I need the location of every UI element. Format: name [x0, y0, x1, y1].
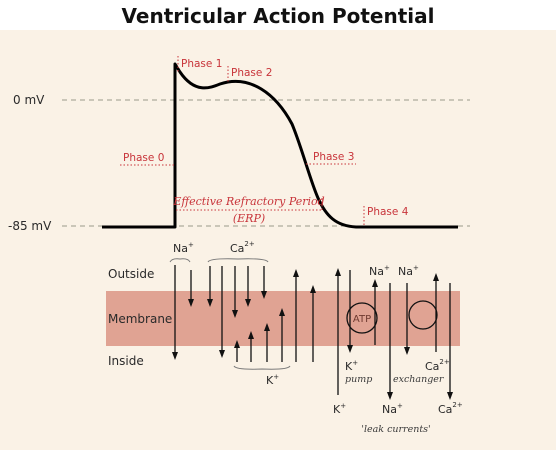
diagram-title: Ventricular Action Potential — [122, 4, 435, 28]
phase-1-label: Phase 1 — [181, 58, 222, 70]
zero-mv-label: 0 mV — [13, 93, 45, 107]
rest-mv-label: -85 mV — [8, 219, 52, 233]
pump-na-label: Na+ — [369, 264, 390, 278]
ca-label-top: Ca2+ — [230, 240, 255, 255]
na-inflow-arrowhead — [172, 352, 178, 360]
k-brace — [233, 365, 291, 370]
ca-leak-arrowhead — [447, 392, 453, 400]
pump-na-out-arrowhead — [372, 279, 378, 287]
k-outflow-arrowhead-4 — [279, 308, 285, 316]
na-brace — [169, 258, 191, 263]
k-outflow-arrowhead-6 — [310, 285, 316, 293]
ca-inflow-arrowhead-1 — [207, 299, 213, 307]
phase-3-label: Phase 3 — [313, 151, 354, 163]
pump-k-label: K+ — [345, 359, 358, 373]
exchanger-ca-out-arrowhead — [433, 273, 439, 281]
na-label-top: Na+ — [173, 241, 194, 255]
k-outflow-arrowhead-2 — [248, 331, 254, 339]
ca-leak-label: Ca2+ — [438, 401, 463, 416]
leak-currents-label: 'leak currents' — [361, 424, 430, 435]
k-outflow-arrowhead-1 — [234, 340, 240, 348]
sodium-channel-arrows — [172, 265, 194, 360]
k-outflow-arrowhead-5 — [293, 269, 299, 277]
na-leak-arrowhead — [387, 392, 393, 400]
na-inflow-arrowhead-2 — [188, 299, 194, 307]
na-leak-label: Na+ — [382, 402, 403, 416]
diagram-background — [0, 30, 556, 450]
ca-inflow-arrowhead-5 — [261, 291, 267, 299]
erp-label: Effective Refractory Period — [172, 195, 324, 208]
erp-abbreviation: (ERP) — [233, 212, 265, 225]
membrane-band — [106, 291, 460, 346]
ca-inflow-arrowhead-4 — [245, 299, 251, 307]
ca-brace — [207, 258, 269, 263]
exchanger-symbol — [408, 300, 438, 330]
title-background — [0, 0, 556, 30]
k-leak-arrowhead — [335, 268, 341, 276]
pump-label: pump — [345, 374, 372, 385]
phase-2-label: Phase 2 — [231, 67, 272, 79]
exchanger-na-in-arrowhead — [404, 347, 410, 355]
membrane-label: Membrane — [108, 312, 172, 326]
k-label-inside: K+ — [266, 373, 279, 387]
atp-label: ATP — [353, 314, 371, 325]
exchanger-na-label: Na+ — [398, 264, 419, 278]
potassium-channel-arrows — [234, 269, 316, 362]
ca-inflow-arrowhead-3 — [232, 310, 238, 318]
exchanger-label: exchanger — [393, 374, 445, 385]
pump-k-in-arrowhead — [347, 345, 353, 353]
phase-4-label: Phase 4 — [367, 206, 409, 218]
outside-label: Outside — [108, 267, 154, 281]
action-potential-trace — [102, 62, 458, 229]
phase-0-label: Phase 0 — [123, 152, 164, 164]
atp-pump-symbol — [346, 302, 378, 334]
calcium-channel-arrows — [207, 266, 267, 358]
k-outflow-arrowhead-3 — [264, 323, 270, 331]
exchanger-ca-label: Ca2+ — [425, 358, 450, 373]
k-leak-label: K+ — [333, 402, 346, 416]
ca-inflow-arrowhead-2 — [219, 350, 225, 358]
inside-label: Inside — [108, 354, 144, 368]
